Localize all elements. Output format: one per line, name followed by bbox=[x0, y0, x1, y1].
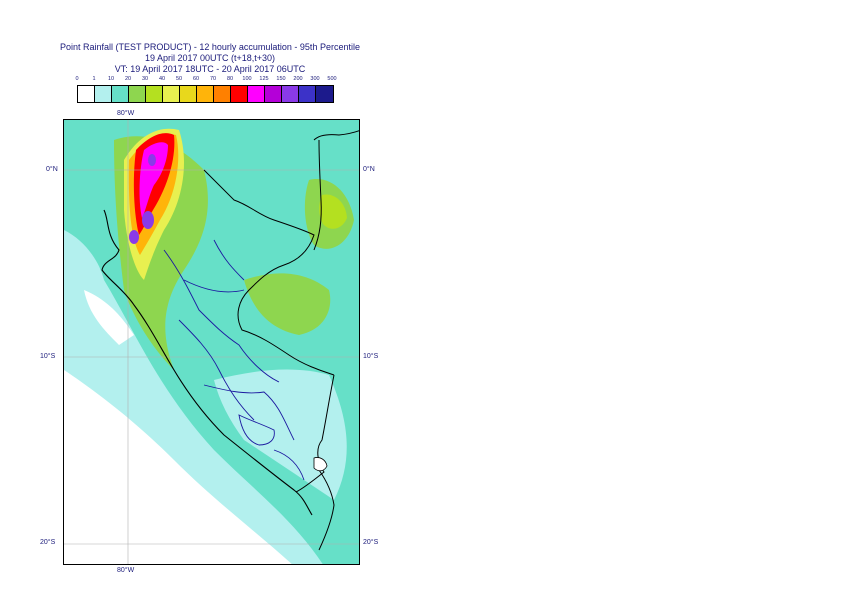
legend-swatch bbox=[265, 86, 282, 102]
lat-label-right-20s: 20°S bbox=[363, 539, 379, 546]
legend-level-label: 1 bbox=[92, 76, 96, 82]
lake-titicaca bbox=[313, 457, 328, 472]
legend-swatch bbox=[78, 86, 95, 102]
legend-level-label: 20 bbox=[124, 76, 132, 82]
legend-level-label: 0 bbox=[75, 76, 79, 82]
legend-swatch bbox=[112, 86, 129, 102]
lon-label-bottom: 80°W bbox=[117, 567, 135, 574]
legend-level-label: 300 bbox=[310, 76, 320, 82]
ocean-dry-area bbox=[64, 370, 292, 564]
legend-swatch bbox=[163, 86, 180, 102]
east-yellow-patch bbox=[319, 194, 347, 229]
coastal-dry-patch bbox=[84, 290, 134, 345]
admin-boundary-2 bbox=[178, 319, 255, 421]
amazon-green-patch bbox=[244, 273, 331, 335]
admin-boundary-4 bbox=[238, 414, 275, 446]
legend-swatch bbox=[231, 86, 248, 102]
admin-boundary-6 bbox=[183, 239, 245, 293]
map-canvas bbox=[64, 120, 359, 564]
legend-swatch bbox=[282, 86, 299, 102]
border-peru-north bbox=[203, 169, 335, 376]
map-title: Point Rainfall (TEST PRODUCT) - 12 hourl… bbox=[40, 42, 380, 75]
legend-level-label: 60 bbox=[192, 76, 200, 82]
legend-swatch bbox=[129, 86, 146, 102]
legend-level-label: 500 bbox=[327, 76, 337, 82]
legend-level-label: 40 bbox=[158, 76, 166, 82]
border-northeast bbox=[313, 130, 359, 141]
heavy-rain-magenta bbox=[139, 142, 168, 218]
legend-swatch bbox=[180, 86, 197, 102]
legend-level-label: 150 bbox=[276, 76, 286, 82]
legend-swatch bbox=[214, 86, 231, 102]
legend-swatch bbox=[146, 86, 163, 102]
lat-label-right-10s: 10°S bbox=[363, 353, 379, 360]
legend-level-label: 50 bbox=[175, 76, 183, 82]
heavy-rain-peak-3 bbox=[148, 154, 156, 166]
legend-swatch bbox=[95, 86, 112, 102]
legend-level-label: 100 bbox=[242, 76, 252, 82]
heavy-rain-peak-1 bbox=[142, 211, 154, 229]
legend-level-label: 80 bbox=[226, 76, 234, 82]
legend-color-bar bbox=[77, 85, 334, 103]
lat-label-right-0n: 0°N bbox=[363, 166, 375, 173]
border-colombia-brazil bbox=[313, 139, 322, 251]
admin-boundary-3 bbox=[203, 384, 295, 441]
legend-level-label: 70 bbox=[209, 76, 217, 82]
legend-level-label: 200 bbox=[293, 76, 303, 82]
legend-level-label: 125 bbox=[259, 76, 269, 82]
legend-swatch bbox=[299, 86, 316, 102]
admin-boundary-1 bbox=[163, 249, 280, 383]
title-line-3: VT: 19 April 2017 18UTC - 20 April 2017 … bbox=[114, 64, 306, 74]
title-line-2: 19 April 2017 00UTC (t+18,t+30) bbox=[144, 53, 276, 63]
lon-label-top: 80°W bbox=[117, 110, 135, 117]
heavy-rain-peak-2 bbox=[129, 230, 139, 244]
border-peru-bolivia bbox=[295, 374, 335, 493]
legend-swatch bbox=[248, 86, 265, 102]
lat-label-left-10s: 10°S bbox=[40, 353, 56, 360]
coastline bbox=[101, 209, 313, 516]
rainfall-map[interactable] bbox=[63, 119, 360, 565]
legend-swatch bbox=[316, 86, 333, 102]
admin-boundary-5 bbox=[273, 449, 305, 481]
legend-swatch bbox=[197, 86, 214, 102]
inland-light-area bbox=[214, 369, 347, 500]
legend-level-label: 30 bbox=[141, 76, 149, 82]
lat-label-left-20s: 20°S bbox=[40, 539, 56, 546]
title-line-1: Point Rainfall (TEST PRODUCT) - 12 hourl… bbox=[60, 42, 360, 52]
lat-label-left-0n: 0°N bbox=[46, 166, 58, 173]
legend-level-label: 10 bbox=[107, 76, 115, 82]
border-chile-bolivia bbox=[318, 469, 335, 551]
